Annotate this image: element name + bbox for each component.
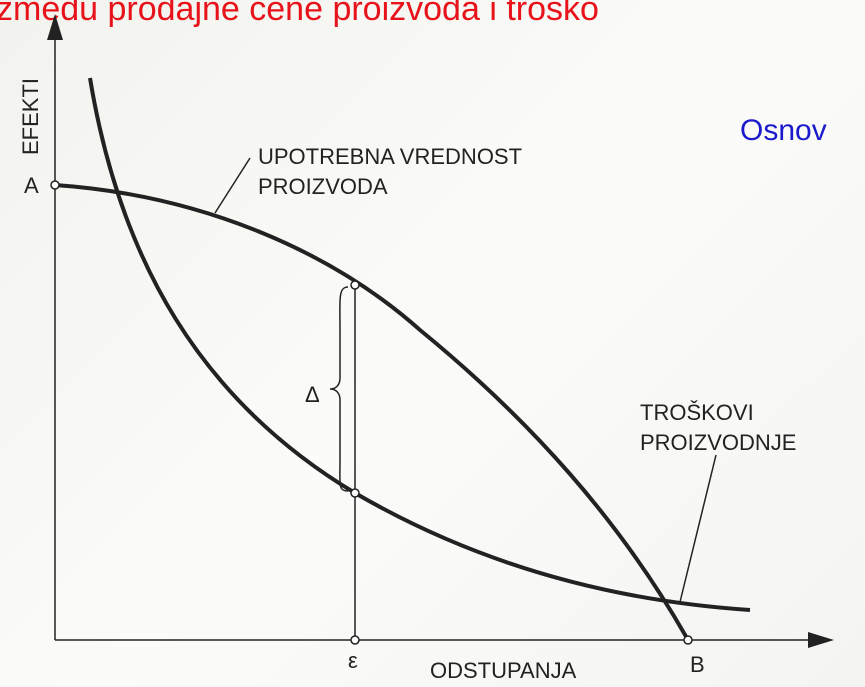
point-upper (350, 280, 360, 290)
costs-label: PROIZVODNJE (640, 430, 796, 455)
side-text: Osnov (740, 114, 827, 147)
costs-label: TROŠKOVI (640, 400, 754, 425)
epsilon-label: ε (348, 648, 358, 673)
use-value-curve (54, 183, 690, 641)
costs-leader (679, 454, 717, 603)
slide-title: zmeđu prodajne cene proizvoda i troško (0, 0, 599, 28)
point-a (50, 180, 60, 190)
use-value-leader (214, 157, 251, 214)
point-b-label: B (690, 652, 705, 677)
delta-label: Δ (305, 382, 320, 407)
x-axis-label: ODSTUPANJA (430, 658, 577, 683)
y-arrow (47, 14, 63, 40)
point-b (683, 635, 693, 645)
point-lower (350, 488, 360, 498)
x-arrow (808, 632, 834, 648)
point-epsilon (350, 635, 360, 645)
use-value-label: UPOTREBNA VREDNOST (258, 144, 522, 169)
y-axis-label: EFEKTI (18, 78, 43, 155)
delta-brace (329, 286, 349, 492)
use-value-label: PROIZVODA (258, 174, 388, 199)
point-a-label: A (24, 173, 39, 198)
